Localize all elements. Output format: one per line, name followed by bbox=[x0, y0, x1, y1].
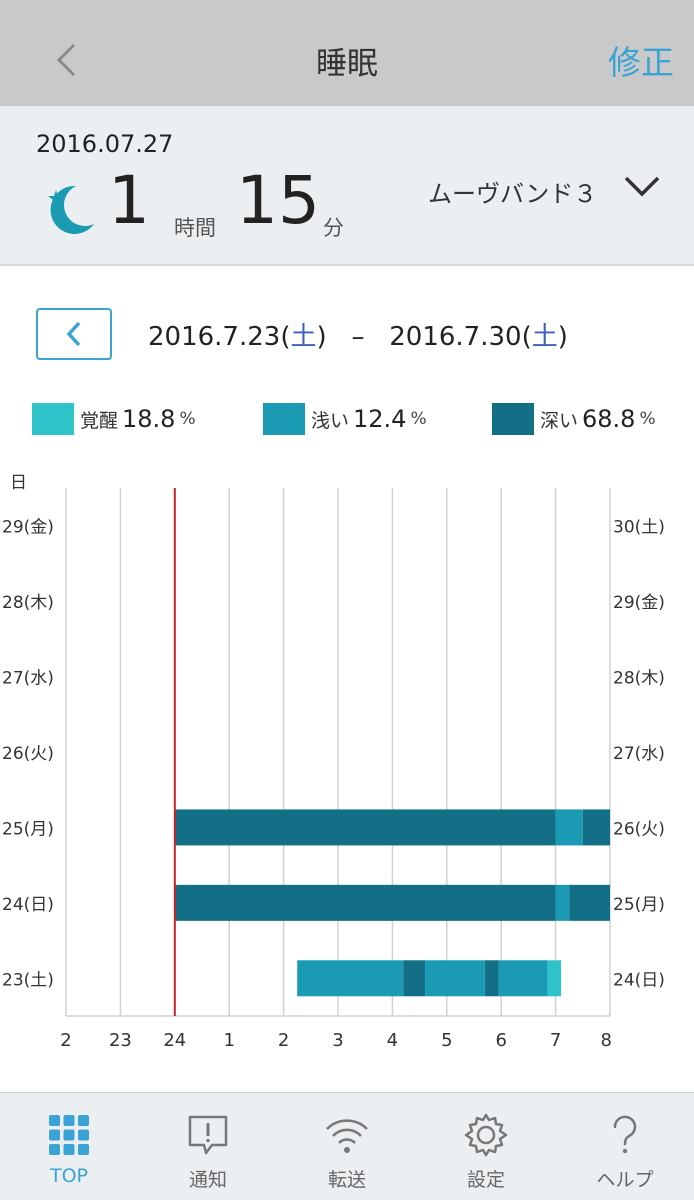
legend-swatch bbox=[263, 403, 305, 435]
row-label-right: 26(火) bbox=[613, 819, 665, 839]
edit-button[interactable]: 修正 bbox=[608, 43, 674, 82]
tab-settings[interactable]: 設定 bbox=[417, 1093, 555, 1200]
tab-help[interactable]: ヘルプ bbox=[556, 1093, 694, 1200]
legend-value: 68.8 bbox=[582, 405, 636, 433]
row-label-left: 25(月) bbox=[2, 819, 54, 839]
x-tick-label: 6 bbox=[495, 1030, 506, 1051]
sleep-segment-deep bbox=[569, 884, 610, 921]
row-label-left: 23(土) bbox=[2, 970, 54, 990]
tab-top[interactable]: TOP bbox=[0, 1093, 138, 1200]
row-label-left: 28(木) bbox=[2, 593, 54, 613]
row-label-right: 27(水) bbox=[613, 744, 665, 764]
tab-label: TOP bbox=[49, 1165, 89, 1187]
sleep-minutes: 15 bbox=[236, 162, 320, 239]
hours-unit: 時間 bbox=[174, 216, 216, 240]
tab-transfer[interactable]: 転送 bbox=[278, 1093, 416, 1200]
tab-bar: TOP 通知 転送 設定 ヘルプ bbox=[0, 1092, 694, 1200]
row-label-left: 27(水) bbox=[2, 669, 54, 689]
sleep-segment-light bbox=[297, 960, 404, 997]
sleep-timeline-chart: 日 29(金) 28(木) 27(水) 26(火) 25(月) 24(日) 23(土) 30(土… bbox=[2, 473, 665, 1051]
notification-icon bbox=[188, 1115, 228, 1155]
sleep-segment-awake bbox=[547, 960, 562, 997]
sleep-segment-deep bbox=[174, 809, 556, 846]
navigation-bar: 睡眠 修正 bbox=[0, 0, 694, 106]
x-tick-label: 1 bbox=[223, 1030, 234, 1051]
back-button[interactable] bbox=[50, 38, 82, 82]
range-start: 2016.7.23 bbox=[148, 322, 281, 352]
wifi-icon bbox=[326, 1119, 368, 1153]
sleep-segment-light bbox=[555, 884, 570, 921]
x-tick-label: 5 bbox=[441, 1030, 452, 1051]
grid-icon bbox=[49, 1115, 89, 1155]
legend-value: 12.4 bbox=[353, 405, 407, 433]
legend-label: 深い bbox=[540, 409, 579, 432]
date-range: 2016.7.23(土) – 2016.7.30(土) bbox=[148, 322, 568, 352]
tab-label: 設定 bbox=[466, 1169, 505, 1191]
x-tick-label: 4 bbox=[387, 1030, 398, 1051]
device-selector[interactable]: ムーヴバンド３ bbox=[428, 180, 598, 208]
range-end-dow: 土 bbox=[531, 322, 558, 352]
row-label-left: 29(金) bbox=[2, 518, 54, 538]
legend-swatch bbox=[492, 403, 534, 435]
sleep-hours: 1 bbox=[108, 162, 150, 239]
x-tick-label: 8 bbox=[601, 1030, 612, 1051]
x-tick-label: 2 bbox=[60, 1030, 71, 1051]
sleep-segment-deep bbox=[484, 960, 499, 997]
row-label-right: 28(木) bbox=[613, 669, 665, 689]
range-separator: – bbox=[351, 322, 365, 352]
x-tick-label: 7 bbox=[550, 1030, 561, 1051]
legend-deep: 深い 68.8 % bbox=[492, 402, 656, 436]
x-tick-label: 24 bbox=[163, 1030, 186, 1051]
axis-title: 日 bbox=[10, 473, 27, 493]
legend-label: 浅い bbox=[311, 409, 350, 432]
previous-week-button[interactable] bbox=[36, 308, 112, 360]
sleep-segment-deep bbox=[174, 884, 556, 921]
legend-light: 浅い 12.4 % bbox=[263, 402, 427, 436]
sleep-segment-light bbox=[425, 960, 485, 997]
legend-unit: % bbox=[179, 409, 196, 429]
legend-awake: 覚醒 18.8 % bbox=[32, 402, 196, 436]
tab-label: 転送 bbox=[327, 1169, 366, 1191]
legend-swatch bbox=[32, 403, 74, 435]
sleep-summary: 2016.07.27 1 時間 15 分 ムーヴバンド３ bbox=[0, 106, 694, 266]
x-tick-label: 3 bbox=[332, 1030, 343, 1051]
range-start-dow: 土 bbox=[290, 322, 317, 352]
sleep-segment-light bbox=[498, 960, 548, 997]
legend-label: 覚醒 bbox=[80, 409, 119, 432]
chevron-left-icon bbox=[56, 43, 76, 77]
sleep-segment-deep bbox=[403, 960, 426, 997]
gear-icon bbox=[464, 1113, 508, 1157]
tab-notifications[interactable]: 通知 bbox=[139, 1093, 277, 1200]
row-label-left: 24(日) bbox=[2, 895, 54, 915]
row-label-right: 24(日) bbox=[613, 970, 665, 990]
summary-date: 2016.07.27 bbox=[36, 130, 174, 158]
x-tick-label: 23 bbox=[109, 1030, 132, 1051]
row-label-right: 30(土) bbox=[613, 518, 665, 538]
chevron-left-icon bbox=[66, 321, 81, 347]
range-end: 2016.7.30 bbox=[389, 322, 522, 352]
moon-icon bbox=[48, 185, 94, 234]
chevron-down-icon[interactable] bbox=[622, 170, 662, 204]
minutes-unit: 分 bbox=[323, 216, 344, 240]
legend-unit: % bbox=[410, 409, 427, 429]
help-icon bbox=[613, 1115, 637, 1154]
x-tick-label: 2 bbox=[278, 1030, 289, 1051]
tab-label: 通知 bbox=[188, 1169, 227, 1191]
page-title: 睡眠 bbox=[316, 46, 378, 82]
row-label-right: 25(月) bbox=[613, 895, 665, 915]
tab-label: ヘルプ bbox=[596, 1169, 654, 1191]
row-label-left: 26(火) bbox=[2, 744, 54, 764]
sleep-segment-deep bbox=[582, 809, 610, 846]
legend-value: 18.8 bbox=[122, 405, 176, 433]
sleep-segment-light bbox=[555, 809, 583, 846]
row-label-right: 29(金) bbox=[613, 593, 665, 613]
legend-unit: % bbox=[639, 409, 656, 429]
